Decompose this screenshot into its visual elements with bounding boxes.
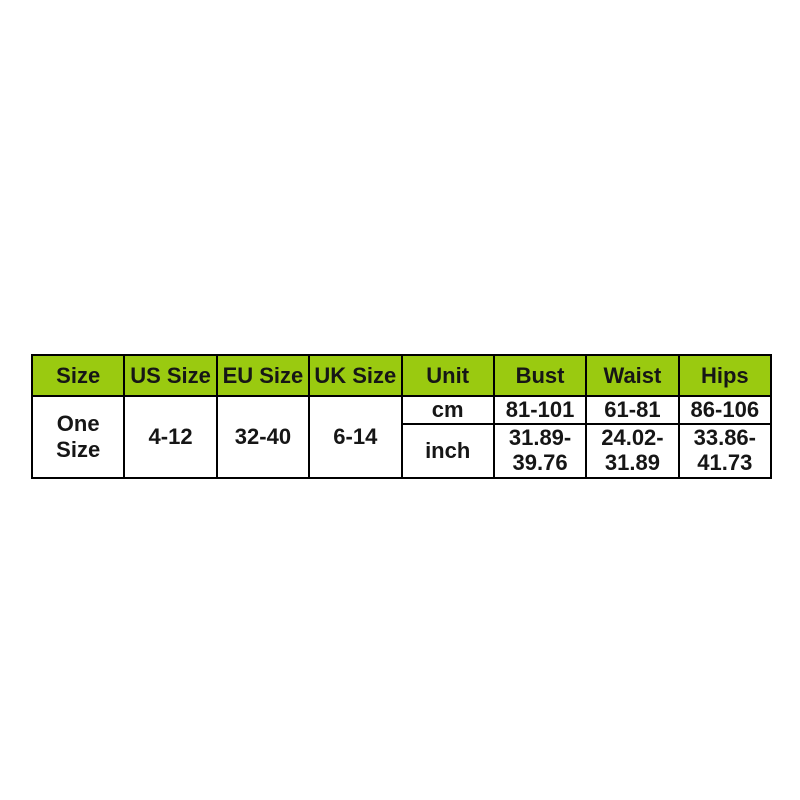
- header-hips: Hips: [677, 354, 773, 397]
- header-us-size: US Size: [123, 354, 218, 397]
- cell-waist-cm: 61-81: [585, 395, 680, 425]
- header-eu-size: EU Size: [215, 354, 311, 397]
- header-unit: Unit: [400, 354, 495, 397]
- cell-bust-cm: 81-101: [492, 395, 588, 425]
- cell-uk-size-value: 6-14: [308, 395, 403, 479]
- header-size: Size: [30, 354, 126, 397]
- cell-us-size-value: 4-12: [123, 395, 218, 479]
- cell-unit-inch: inch: [400, 423, 495, 479]
- header-row: Size US Size EU Size UK Size Unit Bust W…: [30, 354, 773, 397]
- header-waist: Waist: [585, 354, 680, 397]
- header-uk-size: UK Size: [308, 354, 403, 397]
- cell-unit-cm: cm: [400, 395, 495, 425]
- cell-hips-cm: 86-106: [677, 395, 773, 425]
- row-cm: One Size 4-12 32-40 6-14 cm 81-101 61-81…: [30, 395, 773, 479]
- cell-size-value: One Size: [30, 395, 126, 479]
- size-chart-table: Size US Size EU Size UK Size Unit Bust W…: [30, 354, 773, 479]
- cell-eu-size-value: 32-40: [215, 395, 311, 479]
- cell-hips-inch: 33.86- 41.73: [677, 423, 773, 479]
- header-bust: Bust: [492, 354, 588, 397]
- row-inch: inch 31.89- 39.76 24.02- 31.89 33.86- 41…: [32, 423, 773, 479]
- cell-bust-inch: 31.89- 39.76: [492, 423, 588, 479]
- cell-waist-inch: 24.02- 31.89: [585, 423, 680, 479]
